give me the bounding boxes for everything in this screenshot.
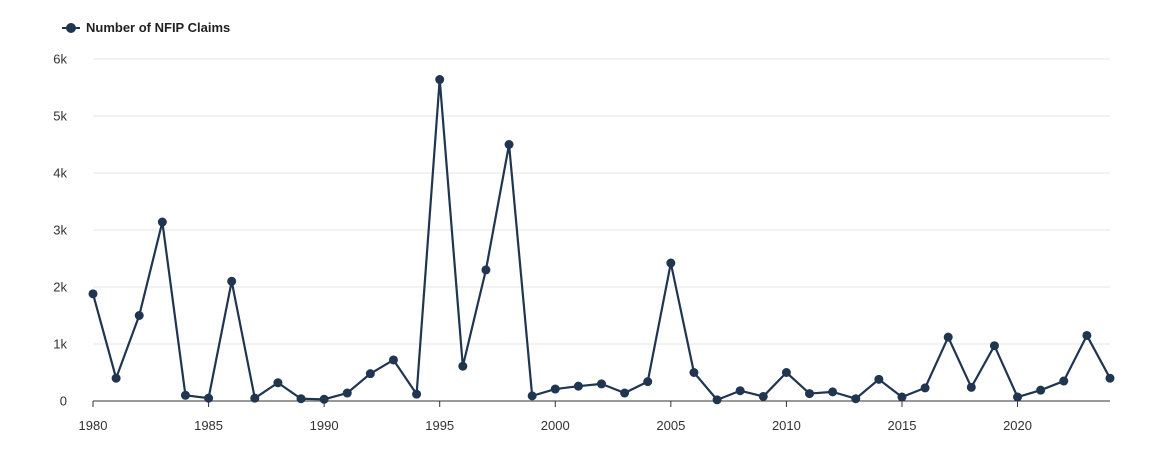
- legend-series-marker-icon: [62, 22, 80, 33]
- data-point[interactable]: [689, 368, 699, 377]
- data-point[interactable]: [319, 394, 329, 404]
- data-point[interactable]: [111, 373, 121, 383]
- data-point[interactable]: [666, 258, 676, 268]
- data-point[interactable]: [573, 381, 583, 391]
- x-tick-label: 1980: [79, 418, 108, 433]
- y-tick-label: 5k: [53, 109, 67, 124]
- grid-lines: [93, 58, 1110, 345]
- data-point[interactable]: [805, 389, 815, 399]
- data-point[interactable]: [134, 311, 144, 320]
- data-point[interactable]: [874, 374, 884, 384]
- data-point[interactable]: [342, 388, 352, 398]
- data-point[interactable]: [966, 382, 976, 392]
- data-point[interactable]: [1013, 392, 1023, 402]
- x-tick-label: 1995: [425, 418, 454, 433]
- data-point[interactable]: [180, 390, 190, 400]
- data-point[interactable]: [758, 391, 768, 401]
- data-point[interactable]: [1059, 376, 1069, 386]
- data-point[interactable]: [412, 389, 422, 399]
- series-line: [91, 78, 1111, 401]
- y-tick-label: 6k: [53, 52, 67, 67]
- legend-series-label: Number of NFIP Claims: [86, 20, 231, 35]
- data-point[interactable]: [712, 395, 722, 405]
- x-tick-label: 2020: [1003, 418, 1032, 433]
- data-point[interactable]: [643, 377, 653, 387]
- data-point[interactable]: [227, 276, 237, 286]
- data-point[interactable]: [250, 393, 260, 403]
- data-point[interactable]: [943, 332, 953, 342]
- series-group: [88, 75, 1115, 405]
- data-point[interactable]: [296, 394, 306, 404]
- data-point[interactable]: [1036, 385, 1046, 395]
- data-point[interactable]: [828, 387, 838, 397]
- data-point[interactable]: [458, 361, 468, 371]
- x-tick-label: 2005: [656, 418, 685, 433]
- data-point[interactable]: [1082, 330, 1092, 340]
- data-point[interactable]: [781, 368, 791, 377]
- data-point[interactable]: [273, 378, 283, 388]
- data-point[interactable]: [597, 379, 606, 389]
- x-tick-label: 1990: [310, 418, 339, 433]
- x-tick-label: 2015: [888, 418, 917, 433]
- chart-legend[interactable]: Number of NFIP Claims: [62, 20, 230, 35]
- data-point[interactable]: [157, 217, 167, 227]
- data-point[interactable]: [88, 289, 98, 299]
- y-tick-label: 3k: [53, 223, 67, 238]
- axes: 0 1k 2k 3k 4k 5k 6k 1980 1985 1990 1995 2000 2005 201…: [53, 52, 1110, 433]
- data-point[interactable]: [620, 388, 630, 398]
- data-point[interactable]: [435, 75, 445, 85]
- data-point[interactable]: [204, 393, 214, 403]
- y-tick-label: 0: [60, 394, 67, 409]
- data-point[interactable]: [481, 265, 491, 275]
- y-tick-label: 2k: [53, 280, 67, 295]
- data-point[interactable]: [365, 369, 375, 379]
- x-tick-label: 2010: [772, 418, 801, 433]
- x-tick-label: 1985: [194, 418, 223, 433]
- x-tick-label: 2000: [541, 418, 570, 433]
- y-tick-label: 1k: [53, 337, 67, 352]
- data-point[interactable]: [989, 341, 999, 351]
- data-point[interactable]: [550, 384, 560, 394]
- data-point[interactable]: [388, 355, 398, 365]
- data-point[interactable]: [504, 140, 514, 149]
- data-point[interactable]: [851, 394, 861, 404]
- data-point[interactable]: [1105, 373, 1115, 383]
- data-point[interactable]: [897, 392, 907, 402]
- data-point[interactable]: [527, 391, 537, 401]
- y-tick-label: 4k: [53, 166, 67, 181]
- data-point[interactable]: [735, 386, 745, 396]
- data-point[interactable]: [920, 383, 930, 393]
